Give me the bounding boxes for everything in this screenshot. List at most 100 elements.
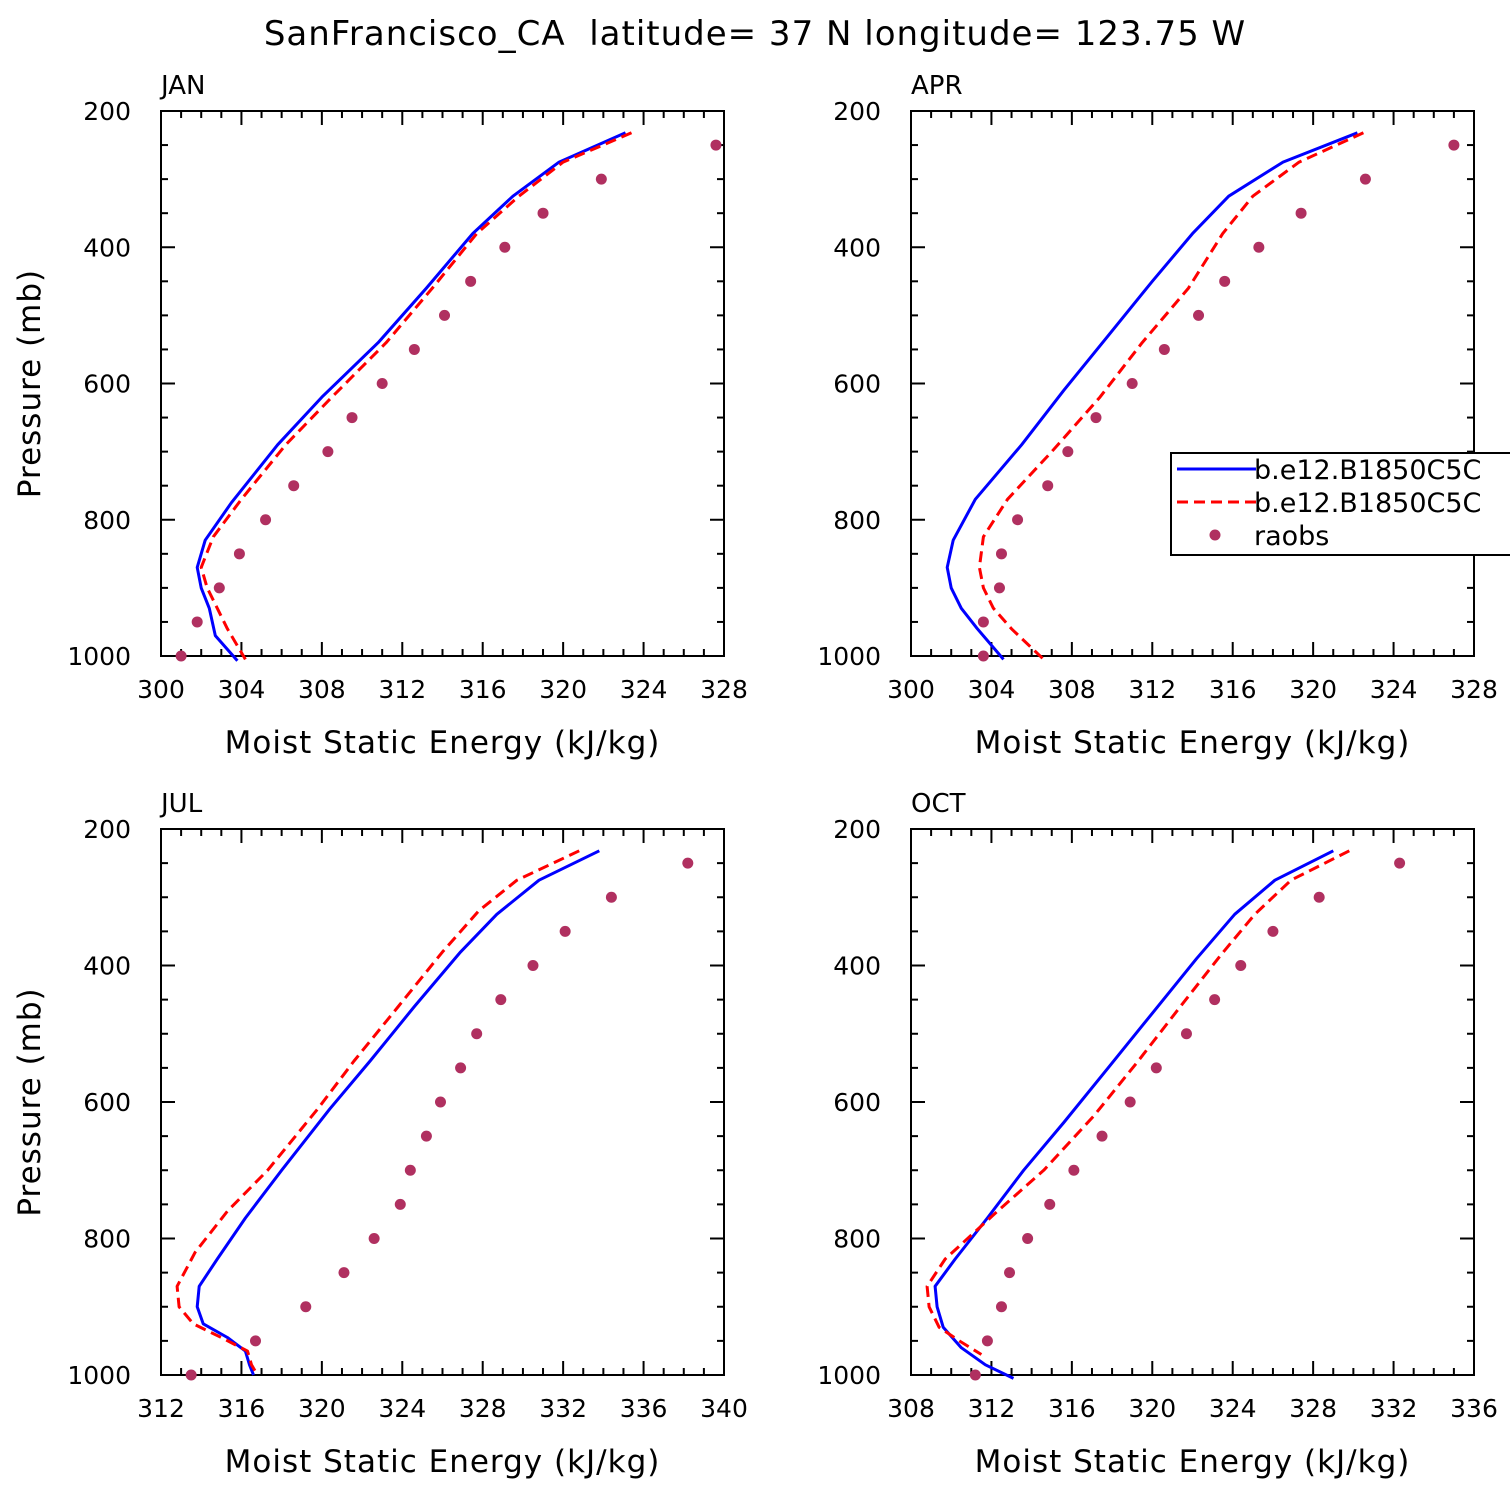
raobs-point <box>1044 1198 1056 1210</box>
raobs-point <box>300 1301 312 1313</box>
x-tick-label: 340 <box>700 1394 748 1423</box>
raobs-point <box>260 514 272 526</box>
series-line-solid-blue <box>195 849 600 1376</box>
legend-marker-dot <box>1209 529 1221 541</box>
x-tick-label: 324 <box>1370 675 1418 704</box>
raobs-point <box>595 173 607 185</box>
plot-frame <box>160 110 725 657</box>
raobs-point <box>710 139 722 151</box>
raobs-point <box>1219 275 1231 287</box>
series-line-dashed-red <box>199 131 633 661</box>
raobs-point <box>969 1369 981 1381</box>
y-tick-label: 200 <box>833 97 881 126</box>
x-tick-label: 308 <box>298 675 346 704</box>
x-tick-label: 324 <box>1209 1394 1257 1423</box>
y-tick-label: 600 <box>833 1088 881 1117</box>
x-tick-label: 332 <box>1370 1394 1418 1423</box>
raobs-point <box>404 1164 416 1176</box>
y-tick-label: 1000 <box>67 642 131 671</box>
y-tick-label: 800 <box>83 506 131 535</box>
y-tick-label: 800 <box>833 506 881 535</box>
raobs-point <box>175 650 187 662</box>
raobs-point <box>1124 1096 1136 1108</box>
x-tick-label: 328 <box>700 675 748 704</box>
raobs-point <box>1235 960 1247 971</box>
raobs-point <box>191 616 203 628</box>
raobs-point <box>605 891 617 903</box>
x-tick-label: 312 <box>137 1394 185 1423</box>
raobs-point <box>1090 412 1102 424</box>
x-tick-label: 300 <box>137 675 185 704</box>
y-tick-label: 200 <box>833 815 881 844</box>
x-axis-label: Moist Static Energy (kJ/kg) <box>225 725 661 761</box>
raobs-point <box>527 960 539 971</box>
x-tick-label: 328 <box>1289 1394 1337 1423</box>
raobs-point <box>1267 925 1279 937</box>
x-tick-label: 316 <box>1209 675 1257 704</box>
raobs-point <box>439 309 451 321</box>
raobs-point <box>1158 343 1170 355</box>
raobs-point <box>322 446 334 458</box>
x-tick-label: 308 <box>887 1394 935 1423</box>
raobs-point <box>993 582 1005 594</box>
legend-label: b.e12.B1850C5C <box>1254 488 1481 519</box>
panel-title: APR <box>911 71 963 101</box>
series-line-solid-blue <box>945 131 1358 661</box>
panel-title: JAN <box>159 71 205 101</box>
x-tick-label: 324 <box>620 675 668 704</box>
panel-jan: 300 304 308 312 316 320 324 328 200 400 600 800 1000… <box>12 71 748 761</box>
y-tick-label: 800 <box>83 1225 131 1254</box>
raobs-point <box>420 1130 432 1142</box>
raobs-point <box>213 582 225 594</box>
series-line-dashed-red <box>175 849 580 1376</box>
raobs-point <box>1068 1164 1080 1176</box>
y-tick-label: 200 <box>83 97 131 126</box>
x-tick-label: 308 <box>1048 675 1096 704</box>
raobs-point <box>1394 857 1406 869</box>
raobs-point <box>1150 1062 1162 1074</box>
y-tick-label: 400 <box>833 233 881 262</box>
y-tick-label: 1000 <box>817 642 881 671</box>
raobs-point <box>1253 241 1265 253</box>
raobs-point <box>1012 514 1024 526</box>
y-tick-label: 400 <box>83 952 131 981</box>
raobs-point <box>1313 891 1325 903</box>
y-tick-label: 600 <box>83 1088 131 1117</box>
raobs-point <box>346 412 358 424</box>
x-tick-label: 320 <box>1128 1394 1176 1423</box>
raobs-point <box>465 275 477 287</box>
raobs-point <box>368 1233 380 1244</box>
raobs-point <box>1096 1130 1108 1142</box>
raobs-point <box>1180 1028 1192 1040</box>
series-line-dashed-red <box>925 849 1350 1356</box>
y-tick-label: 200 <box>83 815 131 844</box>
figure-title: SanFrancisco_CA latitude= 37 N longitude… <box>264 14 1246 54</box>
raobs-point <box>394 1198 406 1210</box>
raobs-point <box>338 1267 350 1279</box>
x-tick-label: 320 <box>298 1394 346 1423</box>
raobs-point <box>995 548 1007 560</box>
x-tick-label: 324 <box>378 1394 426 1423</box>
raobs-point <box>1295 207 1307 219</box>
x-axis-label: Moist Static Energy (kJ/kg) <box>225 1444 661 1480</box>
panels: 300 304 308 312 316 320 324 328 200 400 600 800 1000… <box>12 71 1498 1480</box>
raobs-point <box>1004 1267 1016 1279</box>
x-axis-label: Moist Static Energy (kJ/kg) <box>975 1444 1411 1480</box>
raobs-point <box>977 616 989 628</box>
raobs-point <box>1042 480 1054 492</box>
y-axis-label: Pressure (mb) <box>12 987 48 1216</box>
x-tick-label: 328 <box>459 1394 507 1423</box>
x-tick-label: 328 <box>1450 675 1498 704</box>
raobs-point <box>1126 378 1138 389</box>
x-tick-label: 336 <box>620 1394 668 1423</box>
x-tick-label: 304 <box>968 675 1016 704</box>
panel-title: JUL <box>159 789 203 819</box>
panel-oct: 308 312 316 320 324 328 332 336 200 400 600 800 1000… <box>817 789 1497 1480</box>
raobs-point <box>682 857 694 869</box>
y-axis-label: Pressure (mb) <box>12 269 48 498</box>
raobs-point <box>233 548 245 560</box>
y-tick-label: 1000 <box>67 1361 131 1390</box>
x-tick-label: 316 <box>218 1394 266 1423</box>
